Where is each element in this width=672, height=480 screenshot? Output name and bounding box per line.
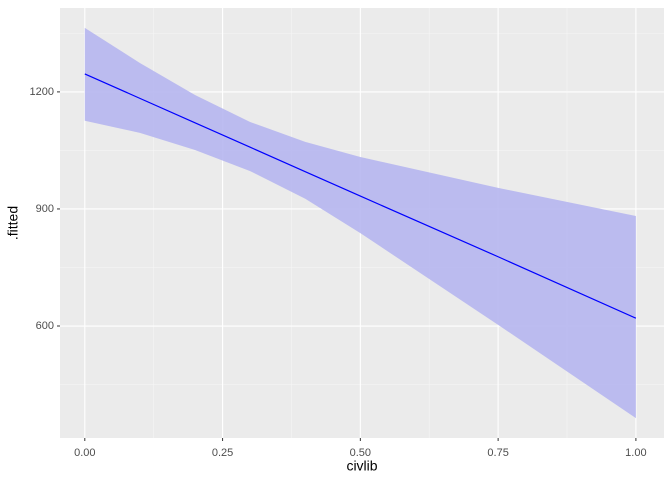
fitted-line — [84, 73, 637, 319]
x-tick-label: 0.00 — [74, 447, 95, 459]
x-tick-label: 0.50 — [350, 447, 371, 459]
x-tick-label: 1.00 — [625, 447, 646, 459]
y-tick-label: 900 — [36, 203, 54, 215]
x-tick-label: 0.25 — [212, 447, 233, 459]
x-tick-label: 0.75 — [487, 447, 508, 459]
y-tick-label: 600 — [36, 320, 54, 332]
x-axis-title: civlib — [346, 458, 377, 474]
y-tick-label: 1200 — [30, 86, 54, 98]
y-axis-title: .fitted — [5, 206, 21, 240]
confidence-band — [84, 27, 636, 419]
